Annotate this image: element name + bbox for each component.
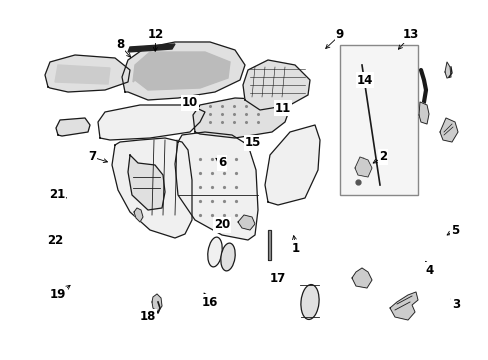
Text: 6: 6 (218, 157, 225, 170)
Polygon shape (193, 98, 289, 138)
Polygon shape (45, 55, 130, 92)
Polygon shape (389, 292, 417, 320)
Polygon shape (98, 105, 204, 140)
Polygon shape (128, 44, 175, 52)
Polygon shape (55, 65, 110, 84)
Polygon shape (133, 52, 229, 90)
Text: 16: 16 (202, 296, 218, 309)
Polygon shape (243, 60, 309, 110)
Ellipse shape (300, 284, 319, 319)
Text: 21: 21 (49, 189, 65, 202)
Polygon shape (354, 157, 371, 177)
Text: 12: 12 (147, 28, 164, 41)
Text: 22: 22 (47, 234, 63, 247)
Polygon shape (122, 42, 244, 100)
Text: 7: 7 (88, 150, 96, 163)
Ellipse shape (221, 243, 235, 271)
Text: 11: 11 (274, 102, 290, 114)
Polygon shape (444, 62, 450, 78)
Polygon shape (152, 294, 162, 312)
Polygon shape (238, 215, 254, 230)
Text: 15: 15 (244, 136, 261, 149)
Ellipse shape (207, 237, 222, 267)
Text: 17: 17 (269, 271, 285, 284)
Text: 2: 2 (378, 150, 386, 163)
Bar (339, 45, 417, 195)
Polygon shape (267, 230, 270, 260)
Polygon shape (134, 208, 142, 222)
Text: 1: 1 (291, 242, 300, 255)
Polygon shape (56, 118, 90, 136)
Polygon shape (112, 138, 192, 238)
Polygon shape (175, 132, 258, 240)
Text: 19: 19 (50, 288, 66, 302)
Text: 4: 4 (425, 264, 433, 276)
Polygon shape (128, 155, 164, 210)
Polygon shape (418, 102, 428, 124)
Polygon shape (264, 125, 319, 205)
Text: 13: 13 (402, 28, 418, 41)
Polygon shape (439, 118, 457, 142)
Text: 18: 18 (140, 310, 156, 324)
Polygon shape (351, 268, 371, 288)
Text: 14: 14 (356, 73, 372, 86)
Text: 20: 20 (213, 219, 230, 231)
Text: 8: 8 (116, 39, 124, 51)
Text: 3: 3 (451, 298, 459, 311)
Text: 9: 9 (335, 28, 344, 41)
Text: 5: 5 (450, 224, 458, 237)
Text: 10: 10 (182, 96, 198, 109)
